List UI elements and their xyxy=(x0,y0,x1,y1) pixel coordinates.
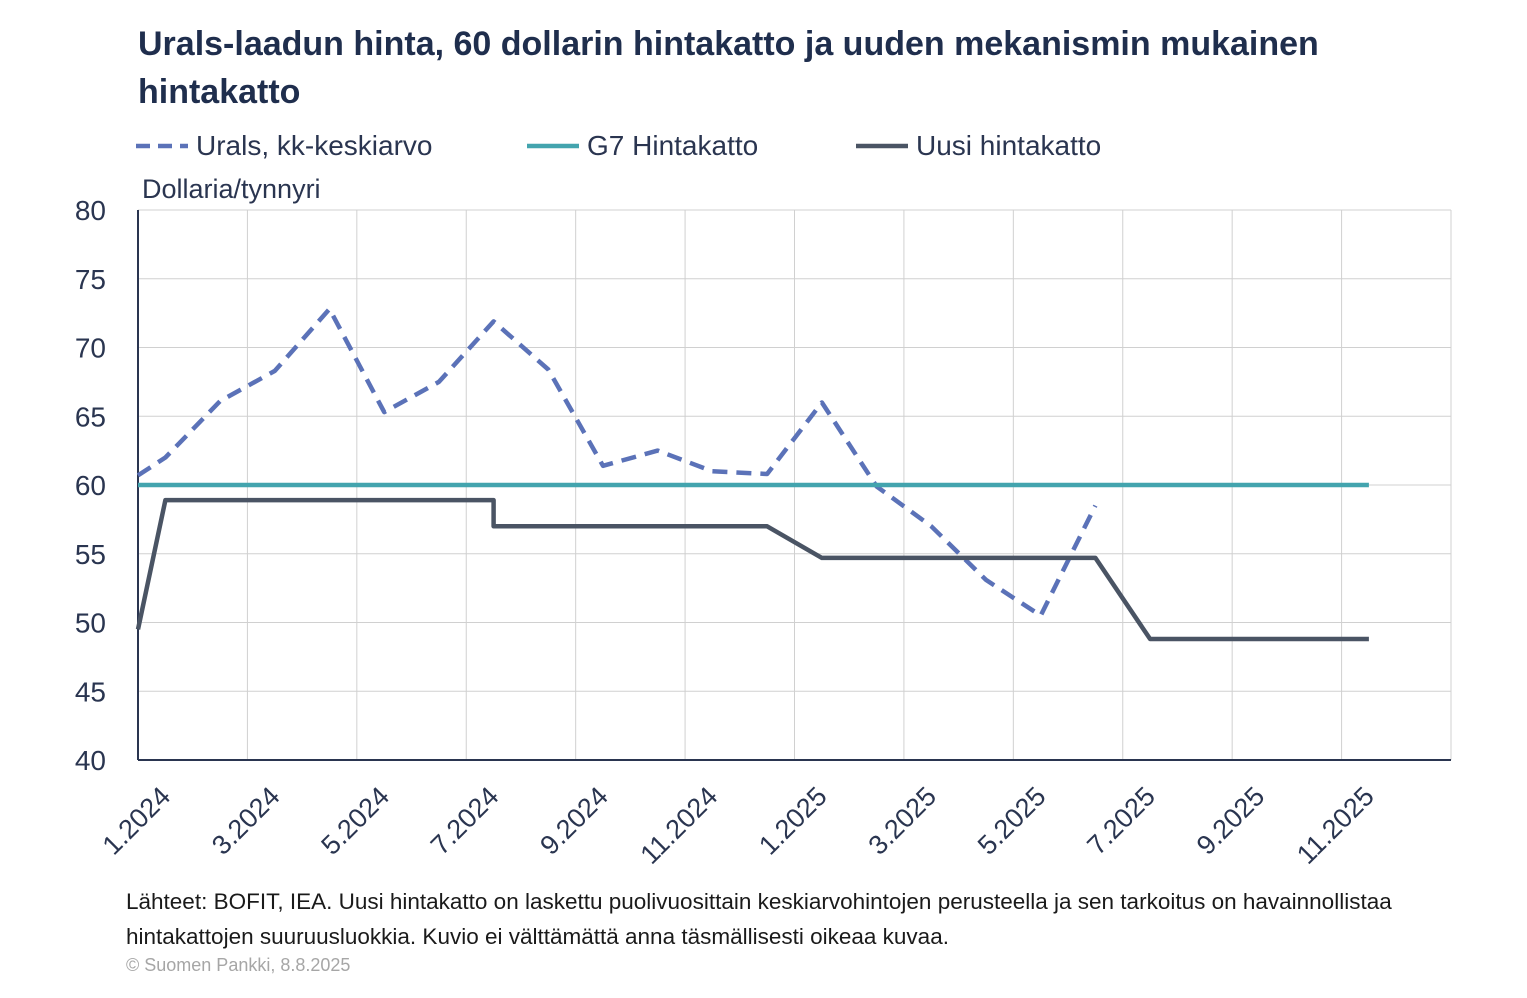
y-tick-label-60: 60 xyxy=(75,470,106,501)
copyright-note: © Suomen Pankki, 8.8.2025 xyxy=(126,955,351,975)
x-tick-label-5-2025: 5.2025 xyxy=(972,781,1052,861)
chart-title: Urals-laadun hinta, 60 dollarin hintakat… xyxy=(138,25,1319,111)
x-tick-label-7-2024: 7.2024 xyxy=(425,781,505,861)
x-tick-label-1-2025: 1.2025 xyxy=(753,781,833,861)
y-tick-label-50: 50 xyxy=(75,608,106,639)
x-tick-label-7-2025: 7.2025 xyxy=(1081,781,1161,861)
x-tick-label-11-2025: 11.2025 xyxy=(1291,781,1380,870)
x-tick-label-1-2024: 1.2024 xyxy=(97,781,177,861)
series-new-cap xyxy=(135,497,1369,642)
source-note: Lähteet: BOFIT, IEA. Uusi hintakatto on … xyxy=(126,889,1392,949)
series-urals xyxy=(136,306,1098,618)
y-tick-label-75: 75 xyxy=(75,264,106,295)
y-tick-label-80: 80 xyxy=(75,195,106,226)
x-tick-label-3-2025: 3.2025 xyxy=(863,781,943,861)
y-axis-unit-label: Dollaria/tynnyri xyxy=(142,174,321,204)
x-tick-label-3-2024: 3.2024 xyxy=(206,781,286,861)
x-tick-label-9-2025: 9.2025 xyxy=(1191,781,1271,861)
y-tick-label-65: 65 xyxy=(75,401,106,432)
x-tick-label-5-2024: 5.2024 xyxy=(315,781,395,861)
x-tick-label-9-2024: 9.2024 xyxy=(534,781,614,861)
y-tick-label-70: 70 xyxy=(75,333,106,364)
tick-labels: 40 45 50 55 60 65 70 75 80 1.2024 3.2024 5.2024 7.20… xyxy=(75,195,1380,870)
x-tick-label-11-2024: 11.2024 xyxy=(635,781,724,870)
series xyxy=(135,306,1369,642)
y-tick-label-40: 40 xyxy=(75,745,106,776)
y-tick-label-55: 55 xyxy=(75,539,106,570)
y-tick-label-45: 45 xyxy=(75,676,106,707)
